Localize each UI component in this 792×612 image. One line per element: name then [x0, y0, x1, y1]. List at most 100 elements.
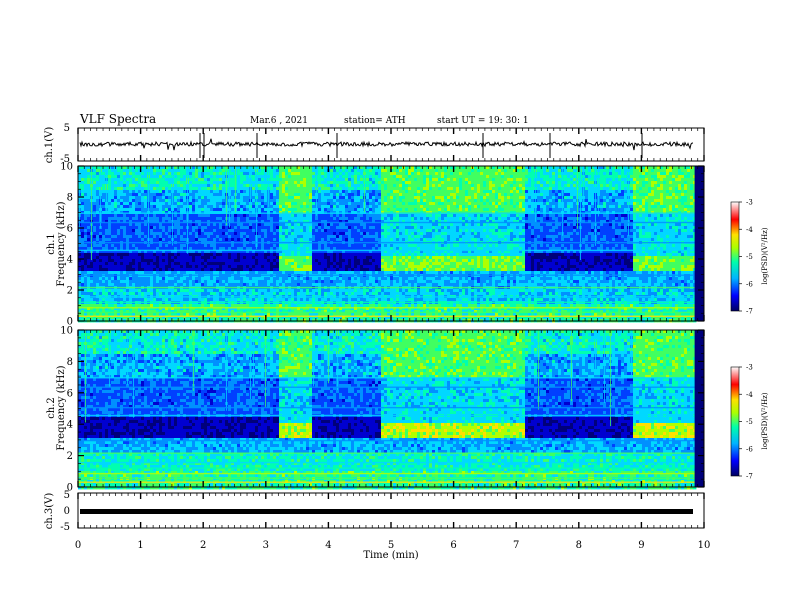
- spectrogram-cell: [156, 202, 159, 205]
- spectrogram-cell: [339, 238, 342, 241]
- spectrogram-cell: [279, 238, 282, 241]
- spectrogram-cell: [216, 298, 219, 301]
- spectrogram-cell: [246, 232, 249, 235]
- spectrogram-cell: [201, 265, 204, 268]
- spectrogram-cell: [333, 172, 336, 175]
- spectrogram-cell: [243, 283, 246, 286]
- spectrogram-cell: [132, 259, 135, 262]
- spectrogram-cell: [78, 280, 81, 283]
- spectrogram-cell: [159, 289, 162, 292]
- spectrogram-cell: [138, 304, 141, 307]
- spectrogram-cell: [216, 187, 219, 190]
- spectrogram-cell: [144, 226, 147, 229]
- spectrogram-cell: [258, 259, 261, 262]
- spectrogram-cell: [207, 259, 210, 262]
- spectrogram-cell: [186, 271, 189, 274]
- spectrogram-cell: [300, 214, 303, 217]
- spectrogram-cell: [342, 289, 345, 292]
- spectrogram-cell: [306, 280, 309, 283]
- spectrogram-cell: [132, 205, 135, 208]
- spectrogram-cell: [144, 217, 147, 220]
- spectrogram-cell: [246, 196, 249, 199]
- spectrogram-cell: [336, 181, 339, 184]
- spectrogram-cell: [150, 238, 153, 241]
- spectrogram-cell: [246, 271, 249, 274]
- spectrogram-cell: [282, 253, 285, 256]
- spectrogram-cell: [228, 304, 231, 307]
- spectrogram-cell: [309, 235, 312, 238]
- spectrogram-cell: [156, 277, 159, 280]
- spectrogram-cell: [105, 289, 108, 292]
- spectrogram-cell: [327, 268, 330, 271]
- spectrogram-cell: [165, 256, 168, 259]
- spectrogram-cell: [129, 268, 132, 271]
- spectrogram-cell: [168, 202, 171, 205]
- ch1-waveform-ylabel: ch.1(V): [44, 127, 55, 164]
- spectrogram-cell: [285, 169, 288, 172]
- spectrogram-cell: [294, 271, 297, 274]
- spectrogram-cell: [126, 169, 129, 172]
- spectrogram-cell: [360, 229, 363, 232]
- spectrogram-cell: [312, 298, 315, 301]
- spectrogram-cell: [333, 226, 336, 229]
- spectrogram-cell: [360, 202, 363, 205]
- sferic-streak: [79, 166, 80, 235]
- spectrogram-cell: [192, 238, 195, 241]
- spectrogram-cell: [195, 172, 198, 175]
- spectrogram-cell: [213, 289, 216, 292]
- spectrogram-cell: [345, 277, 348, 280]
- spectrogram-cell: [264, 181, 267, 184]
- spectrogram-cell: [105, 259, 108, 262]
- spectrogram-cell: [339, 175, 342, 178]
- spectrogram-cell: [171, 283, 174, 286]
- spectrogram-cell: [288, 196, 291, 199]
- spectrogram-cell: [198, 193, 201, 196]
- spectrogram-cell: [93, 289, 96, 292]
- spectrogram-cell: [216, 283, 219, 286]
- spectrogram-cell: [288, 244, 291, 247]
- spectrogram-cell: [261, 196, 264, 199]
- spectrogram-cell: [180, 169, 183, 172]
- spectrogram-cell: [243, 268, 246, 271]
- spectrogram-cell: [306, 166, 309, 169]
- spectrogram-cell: [144, 244, 147, 247]
- spectrogram-cell: [285, 259, 288, 262]
- spectrogram-cell: [309, 217, 312, 220]
- spectrogram-cell: [288, 214, 291, 217]
- spectrogram-cell: [249, 277, 252, 280]
- spectrogram-cell: [204, 238, 207, 241]
- spectrogram-cell: [294, 289, 297, 292]
- spectrogram-cell: [270, 256, 273, 259]
- spectrogram-cell: [216, 190, 219, 193]
- spectrogram-cell: [330, 223, 333, 226]
- spectrogram-cell: [333, 169, 336, 172]
- spectrogram-cell: [216, 193, 219, 196]
- spectrogram-cell: [297, 253, 300, 256]
- spectrogram-cell: [240, 232, 243, 235]
- spectrogram-cell: [291, 259, 294, 262]
- spectrogram-cell: [105, 277, 108, 280]
- spectrogram-cell: [357, 277, 360, 280]
- spectrogram-cell: [276, 238, 279, 241]
- spectrogram-cell: [81, 223, 84, 226]
- spectrogram-cell: [321, 196, 324, 199]
- spectrogram-cell: [339, 193, 342, 196]
- spectrogram-cell: [342, 202, 345, 205]
- spectrogram-cell: [81, 169, 84, 172]
- spectrogram-cell: [246, 181, 249, 184]
- spectrogram-cell: [246, 214, 249, 217]
- spectrogram-cell: [342, 205, 345, 208]
- spectrogram-cell: [240, 226, 243, 229]
- spectrogram-cell: [180, 298, 183, 301]
- spectrogram-cell: [207, 178, 210, 181]
- spectrogram-cell: [282, 280, 285, 283]
- spectrogram-cell: [207, 193, 210, 196]
- spectrogram-cell: [156, 178, 159, 181]
- spectrogram-cell: [123, 196, 126, 199]
- spectrogram-cell: [87, 283, 90, 286]
- spectrogram-cell: [192, 253, 195, 256]
- spectrogram-cell: [285, 196, 288, 199]
- spectrogram-cell: [294, 202, 297, 205]
- spectrogram-cell: [213, 280, 216, 283]
- spectrogram-cell: [153, 253, 156, 256]
